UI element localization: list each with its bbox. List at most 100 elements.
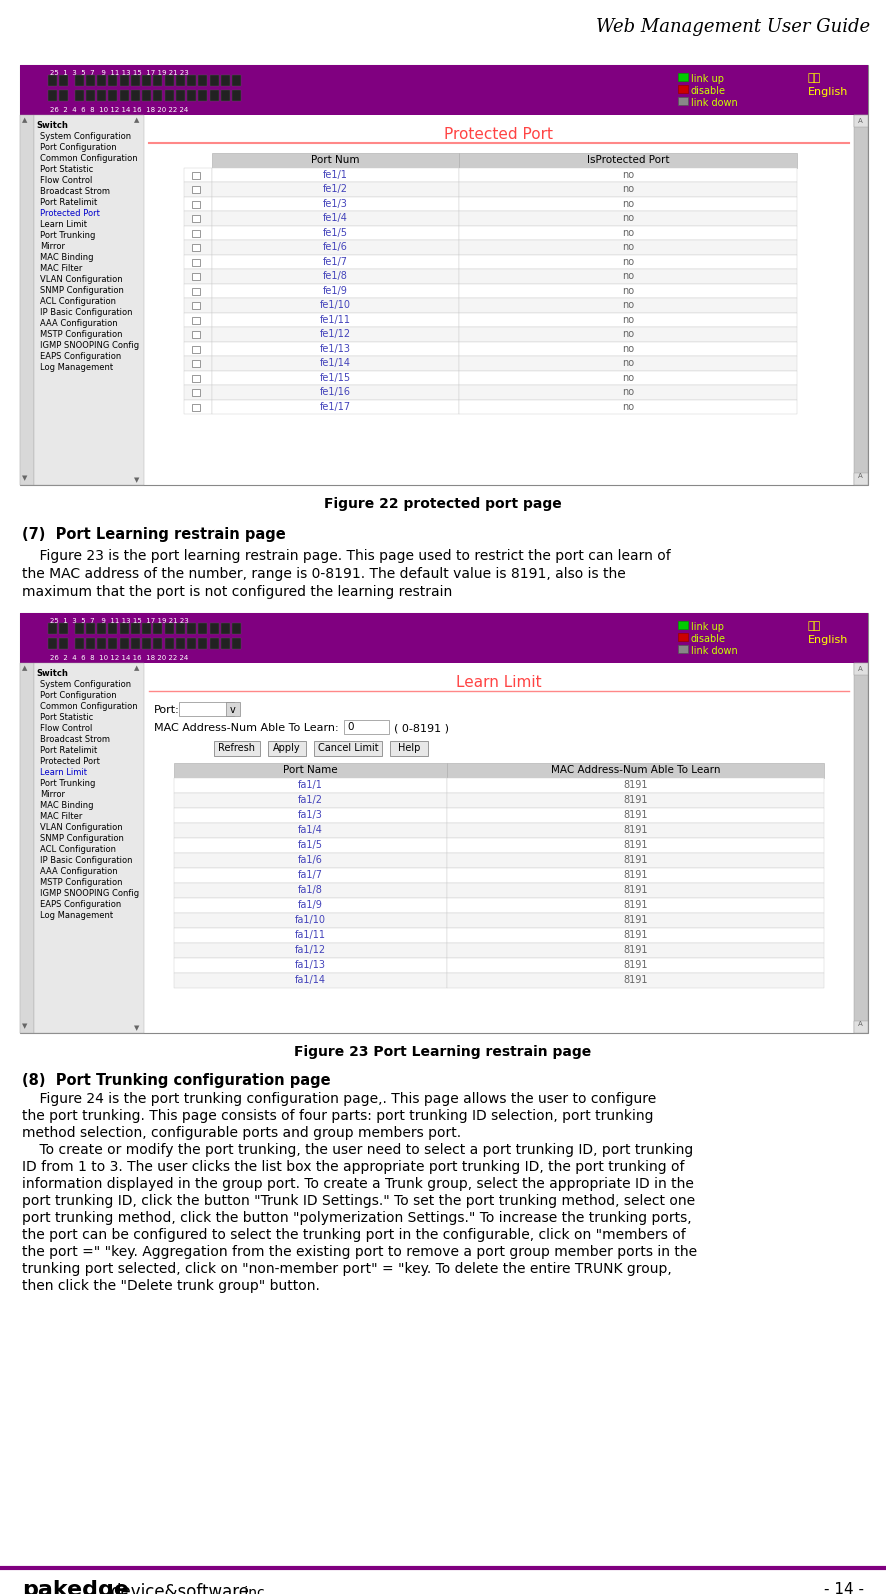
Bar [232,75,241,86]
Text: no: no [622,373,634,383]
Bar [48,75,57,86]
Bar [212,400,459,414]
Text: 8191: 8191 [623,779,648,791]
Bar [59,638,68,649]
Bar [212,167,459,182]
Text: no: no [622,359,634,368]
Bar [184,284,212,298]
Text: no: no [622,271,634,281]
Bar [75,75,84,86]
Text: link down: link down [691,97,738,108]
Bar [854,473,868,485]
Bar [142,89,151,100]
Text: ACL Configuration: ACL Configuration [40,845,116,854]
Bar [268,741,306,756]
Bar [59,623,68,634]
Text: information displayed in the group port. To create a Trunk group, select the app: information displayed in the group port.… [22,1176,694,1191]
Bar [20,614,868,1033]
Text: no: no [622,314,634,325]
Text: ▲: ▲ [22,665,27,671]
Text: IsProtected Port: IsProtected Port [587,155,669,166]
Bar [192,360,200,367]
Text: A: A [858,473,863,480]
Text: fa1/13: fa1/13 [295,960,326,971]
Bar [192,273,200,281]
Text: fe1/17: fe1/17 [320,402,351,411]
Bar [198,638,207,649]
Bar [184,182,212,196]
Bar [184,400,212,414]
Text: fa1/9: fa1/9 [298,901,323,910]
Text: AAA Configuration: AAA Configuration [40,319,118,328]
Text: fe1/4: fe1/4 [323,214,348,223]
Text: Port Configuration: Port Configuration [40,143,117,151]
Text: 25  1  3  5  7   9  11 13 15  17 19 21 23: 25 1 3 5 7 9 11 13 15 17 19 21 23 [50,618,189,623]
Text: device&software: device&software [110,1583,249,1594]
Text: Port Trunking: Port Trunking [40,779,96,787]
Bar [174,778,447,792]
Bar [212,269,459,284]
Text: the port can be configured to select the trunking port in the configurable, clic: the port can be configured to select the… [22,1227,686,1242]
Bar [192,346,200,352]
Text: 8191: 8191 [623,915,648,925]
Text: ▲: ▲ [22,116,27,123]
Bar [174,823,447,838]
Bar [447,944,824,958]
Text: System Configuration: System Configuration [40,132,131,140]
Bar [210,75,219,86]
Text: fe1/13: fe1/13 [320,343,351,354]
Bar [131,89,140,100]
Bar [212,298,459,312]
Bar [212,370,459,386]
Text: no: no [622,402,634,411]
Text: Port Name: Port Name [284,765,338,775]
Bar [108,638,117,649]
Text: Log Management: Log Management [40,912,113,920]
Bar [48,623,57,634]
Text: Port:: Port: [154,705,180,716]
Bar [187,623,196,634]
Bar [447,913,824,928]
Text: 26  2  4  6  8  10 12 14 16  18 20 22 24: 26 2 4 6 8 10 12 14 16 18 20 22 24 [50,655,188,662]
Bar [174,869,447,883]
Bar [142,638,151,649]
Text: ( 0-8191 ): ( 0-8191 ) [394,724,449,733]
Bar [212,225,459,241]
Bar [447,792,824,808]
Text: fe1/6: fe1/6 [323,242,348,252]
Bar [447,853,824,869]
Text: fa1/1: fa1/1 [298,779,323,791]
Text: fe1/7: fe1/7 [323,257,348,266]
Text: no: no [622,300,634,309]
Text: AAA Configuration: AAA Configuration [40,867,118,877]
Text: 8191: 8191 [623,826,648,835]
Bar [174,944,447,958]
Bar [212,386,459,400]
Bar [447,958,824,972]
Bar [108,623,117,634]
Bar [174,972,447,988]
Text: fe1/5: fe1/5 [323,228,348,238]
Bar [459,225,797,241]
Text: ▲: ▲ [134,116,139,123]
Text: link up: link up [691,622,724,631]
Text: link up: link up [691,73,724,84]
Text: A: A [858,666,863,673]
Text: 8191: 8191 [623,795,648,805]
Text: 0: 0 [347,722,354,732]
Bar [459,182,797,196]
Text: no: no [622,285,634,295]
Bar [142,623,151,634]
Text: link down: link down [691,646,738,657]
Text: Figure 24 is the port trunking configuration page,. This page allows the user to: Figure 24 is the port trunking configura… [22,1092,657,1106]
Text: fe1/11: fe1/11 [320,314,351,325]
Text: fe1/16: fe1/16 [320,387,351,397]
Text: Port Statistic: Port Statistic [40,713,93,722]
Text: inc.: inc. [240,1586,269,1594]
Text: Common Configuration: Common Configuration [40,701,137,711]
Text: VLAN Configuration: VLAN Configuration [40,276,122,284]
Bar [854,115,868,128]
Text: Port Configuration: Port Configuration [40,692,117,700]
Text: Common Configuration: Common Configuration [40,155,137,163]
Text: A: A [858,118,863,124]
